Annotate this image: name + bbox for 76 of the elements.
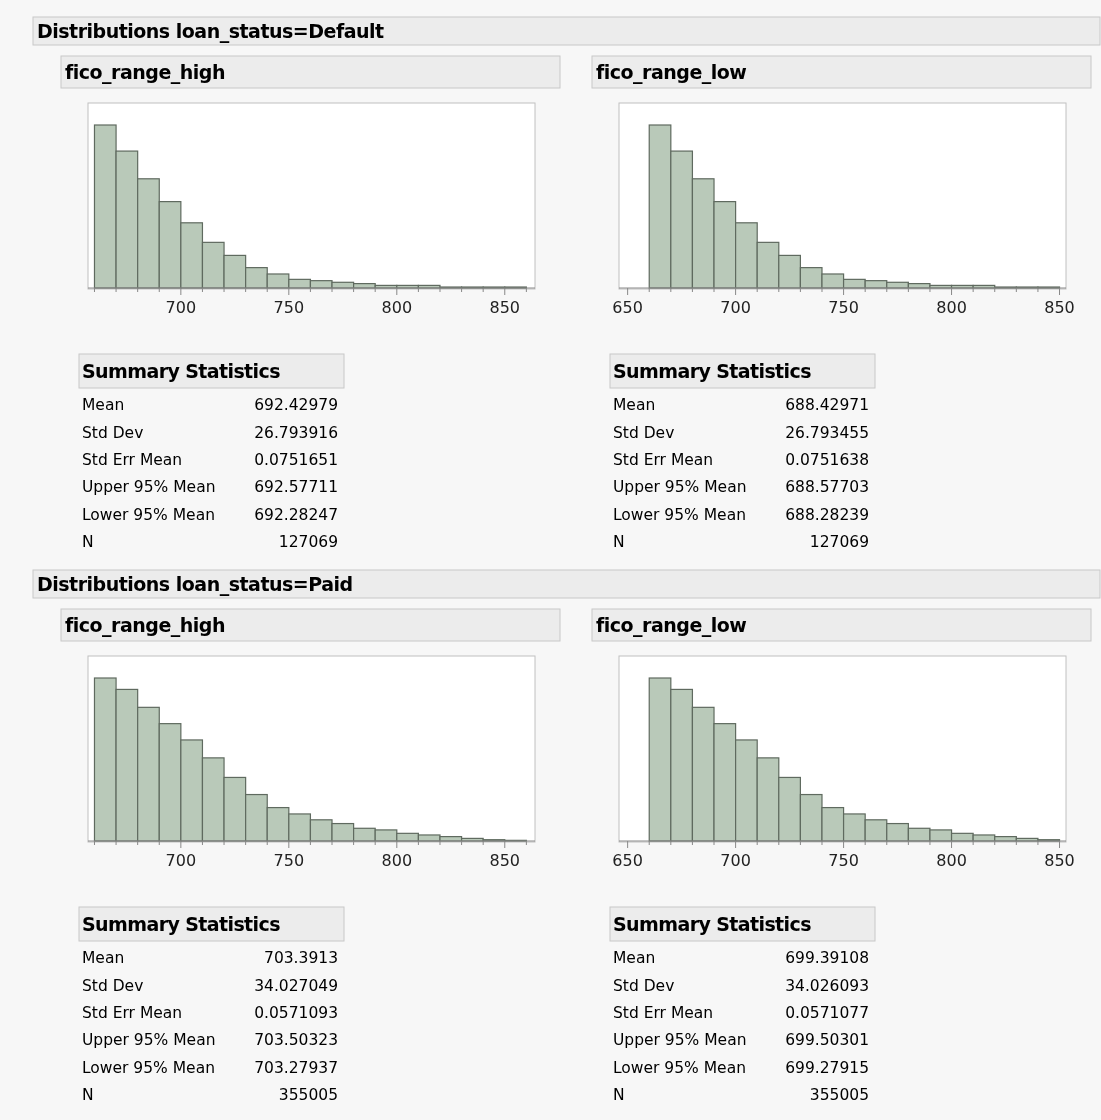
x-tick-label: 700 — [165, 851, 197, 870]
x-tick-label: 850 — [1044, 298, 1075, 317]
text: 692.57711 — [254, 478, 338, 497]
text: 127069 — [809, 532, 869, 551]
text: 127069 — [278, 532, 338, 551]
text: Std Dev — [613, 423, 675, 442]
text: 699.39108 — [785, 949, 869, 968]
text: 355005 — [278, 1085, 338, 1104]
text: 355005 — [809, 1085, 869, 1104]
text: Summary Statistics — [82, 359, 281, 382]
text: 688.28239 — [785, 505, 869, 524]
text: Upper 95% Mean — [82, 1031, 216, 1050]
text: Std Err Mean — [82, 451, 183, 470]
x-tick-label: 850 — [489, 851, 521, 870]
text: Lower 95% Mean — [613, 1058, 746, 1077]
x-tick-label: 800 — [381, 851, 413, 870]
text: Mean — [82, 949, 125, 968]
text: 699.50301 — [785, 1031, 869, 1050]
chart-title: fico_range_low — [596, 613, 747, 637]
text: 34.026093 — [785, 976, 869, 995]
x-tick-label: 700 — [720, 851, 751, 870]
text: 26.793916 — [254, 423, 338, 442]
x-tick-label: 750 — [273, 851, 305, 870]
text: Std Err Mean — [613, 1004, 714, 1023]
text: N — [82, 532, 94, 551]
x-tick-label: 750 — [828, 851, 859, 870]
text: Distributions loan_status=Paid — [37, 572, 353, 596]
text: 0.0751651 — [254, 451, 338, 470]
text: Lower 95% Mean — [82, 505, 215, 524]
x-tick-label: 650 — [612, 298, 643, 317]
x-tick-label: 850 — [489, 298, 521, 317]
text: 692.28247 — [254, 505, 338, 524]
text: Lower 95% Mean — [82, 1058, 215, 1077]
text: Std Dev — [82, 423, 144, 442]
text: 26.793455 — [785, 423, 869, 442]
text: 34.027049 — [254, 976, 338, 995]
text: 703.3913 — [264, 949, 338, 968]
text: N — [82, 1085, 94, 1104]
text: Std Dev — [82, 976, 144, 995]
text: Upper 95% Mean — [613, 1031, 747, 1050]
x-tick-label: 700 — [165, 298, 197, 317]
text: N — [613, 532, 625, 551]
text: 703.27937 — [254, 1058, 338, 1077]
text: Summary Statistics — [82, 912, 281, 935]
text: Lower 95% Mean — [613, 505, 746, 524]
x-tick-label: 750 — [828, 298, 859, 317]
chart-title: fico_range_high — [65, 613, 225, 637]
text: Mean — [82, 396, 125, 415]
x-tick-label: 850 — [1044, 851, 1075, 870]
chart-title: fico_range_high — [65, 60, 225, 84]
text: Upper 95% Mean — [613, 478, 747, 497]
text: Mean — [613, 949, 656, 968]
text: 699.27915 — [785, 1058, 869, 1077]
text: 0.0571093 — [254, 1004, 338, 1023]
text: 0.0751638 — [785, 451, 869, 470]
x-tick-label: 700 — [720, 298, 751, 317]
text: Distributions loan_status=Default — [37, 19, 385, 43]
text: Summary Statistics — [613, 912, 812, 935]
text: Upper 95% Mean — [82, 478, 216, 497]
text: Mean — [613, 396, 656, 415]
chart-title: fico_range_low — [596, 60, 747, 84]
text: 688.42971 — [785, 396, 869, 415]
text: Std Err Mean — [82, 1004, 183, 1023]
text: 703.50323 — [254, 1031, 338, 1050]
text: 0.0571077 — [785, 1004, 869, 1023]
x-tick-label: 750 — [273, 298, 305, 317]
text: Std Dev — [613, 976, 675, 995]
text: 688.57703 — [785, 478, 869, 497]
x-tick-label: 800 — [936, 298, 967, 317]
text: N — [613, 1085, 625, 1104]
text: Std Err Mean — [613, 451, 714, 470]
text: 692.42979 — [254, 396, 338, 415]
text: Summary Statistics — [613, 359, 812, 382]
x-tick-label: 800 — [936, 851, 967, 870]
x-tick-label: 800 — [381, 298, 413, 317]
x-tick-label: 650 — [612, 851, 643, 870]
